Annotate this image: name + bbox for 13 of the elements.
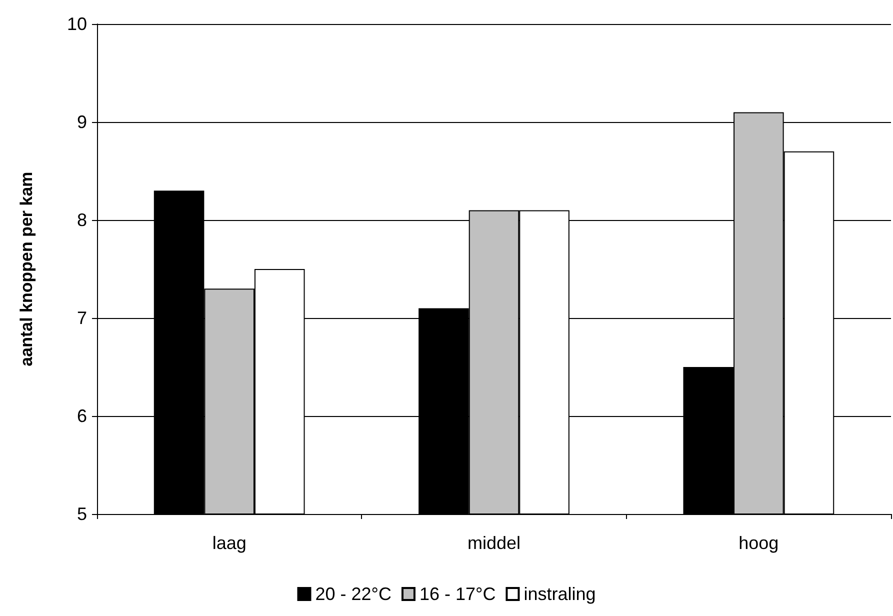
legend-label: instraling — [524, 584, 596, 604]
x-tick-label: middel — [467, 533, 521, 553]
legend-label: 16 - 17°C — [419, 584, 496, 604]
y-tick-label: 6 — [76, 406, 87, 426]
y-tick-label: 9 — [76, 112, 87, 132]
y-tick-label: 5 — [76, 504, 87, 524]
y-tick-label: 7 — [76, 308, 87, 328]
x-tick-label: laag — [212, 533, 246, 553]
legend-label: 20 - 22°C — [315, 584, 392, 604]
y-tick-label: 10 — [66, 14, 87, 34]
y-axis-title: aantal knoppen per kam — [17, 172, 36, 366]
x-tick-label: hoog — [738, 533, 779, 553]
y-tick-label: 8 — [76, 210, 87, 230]
